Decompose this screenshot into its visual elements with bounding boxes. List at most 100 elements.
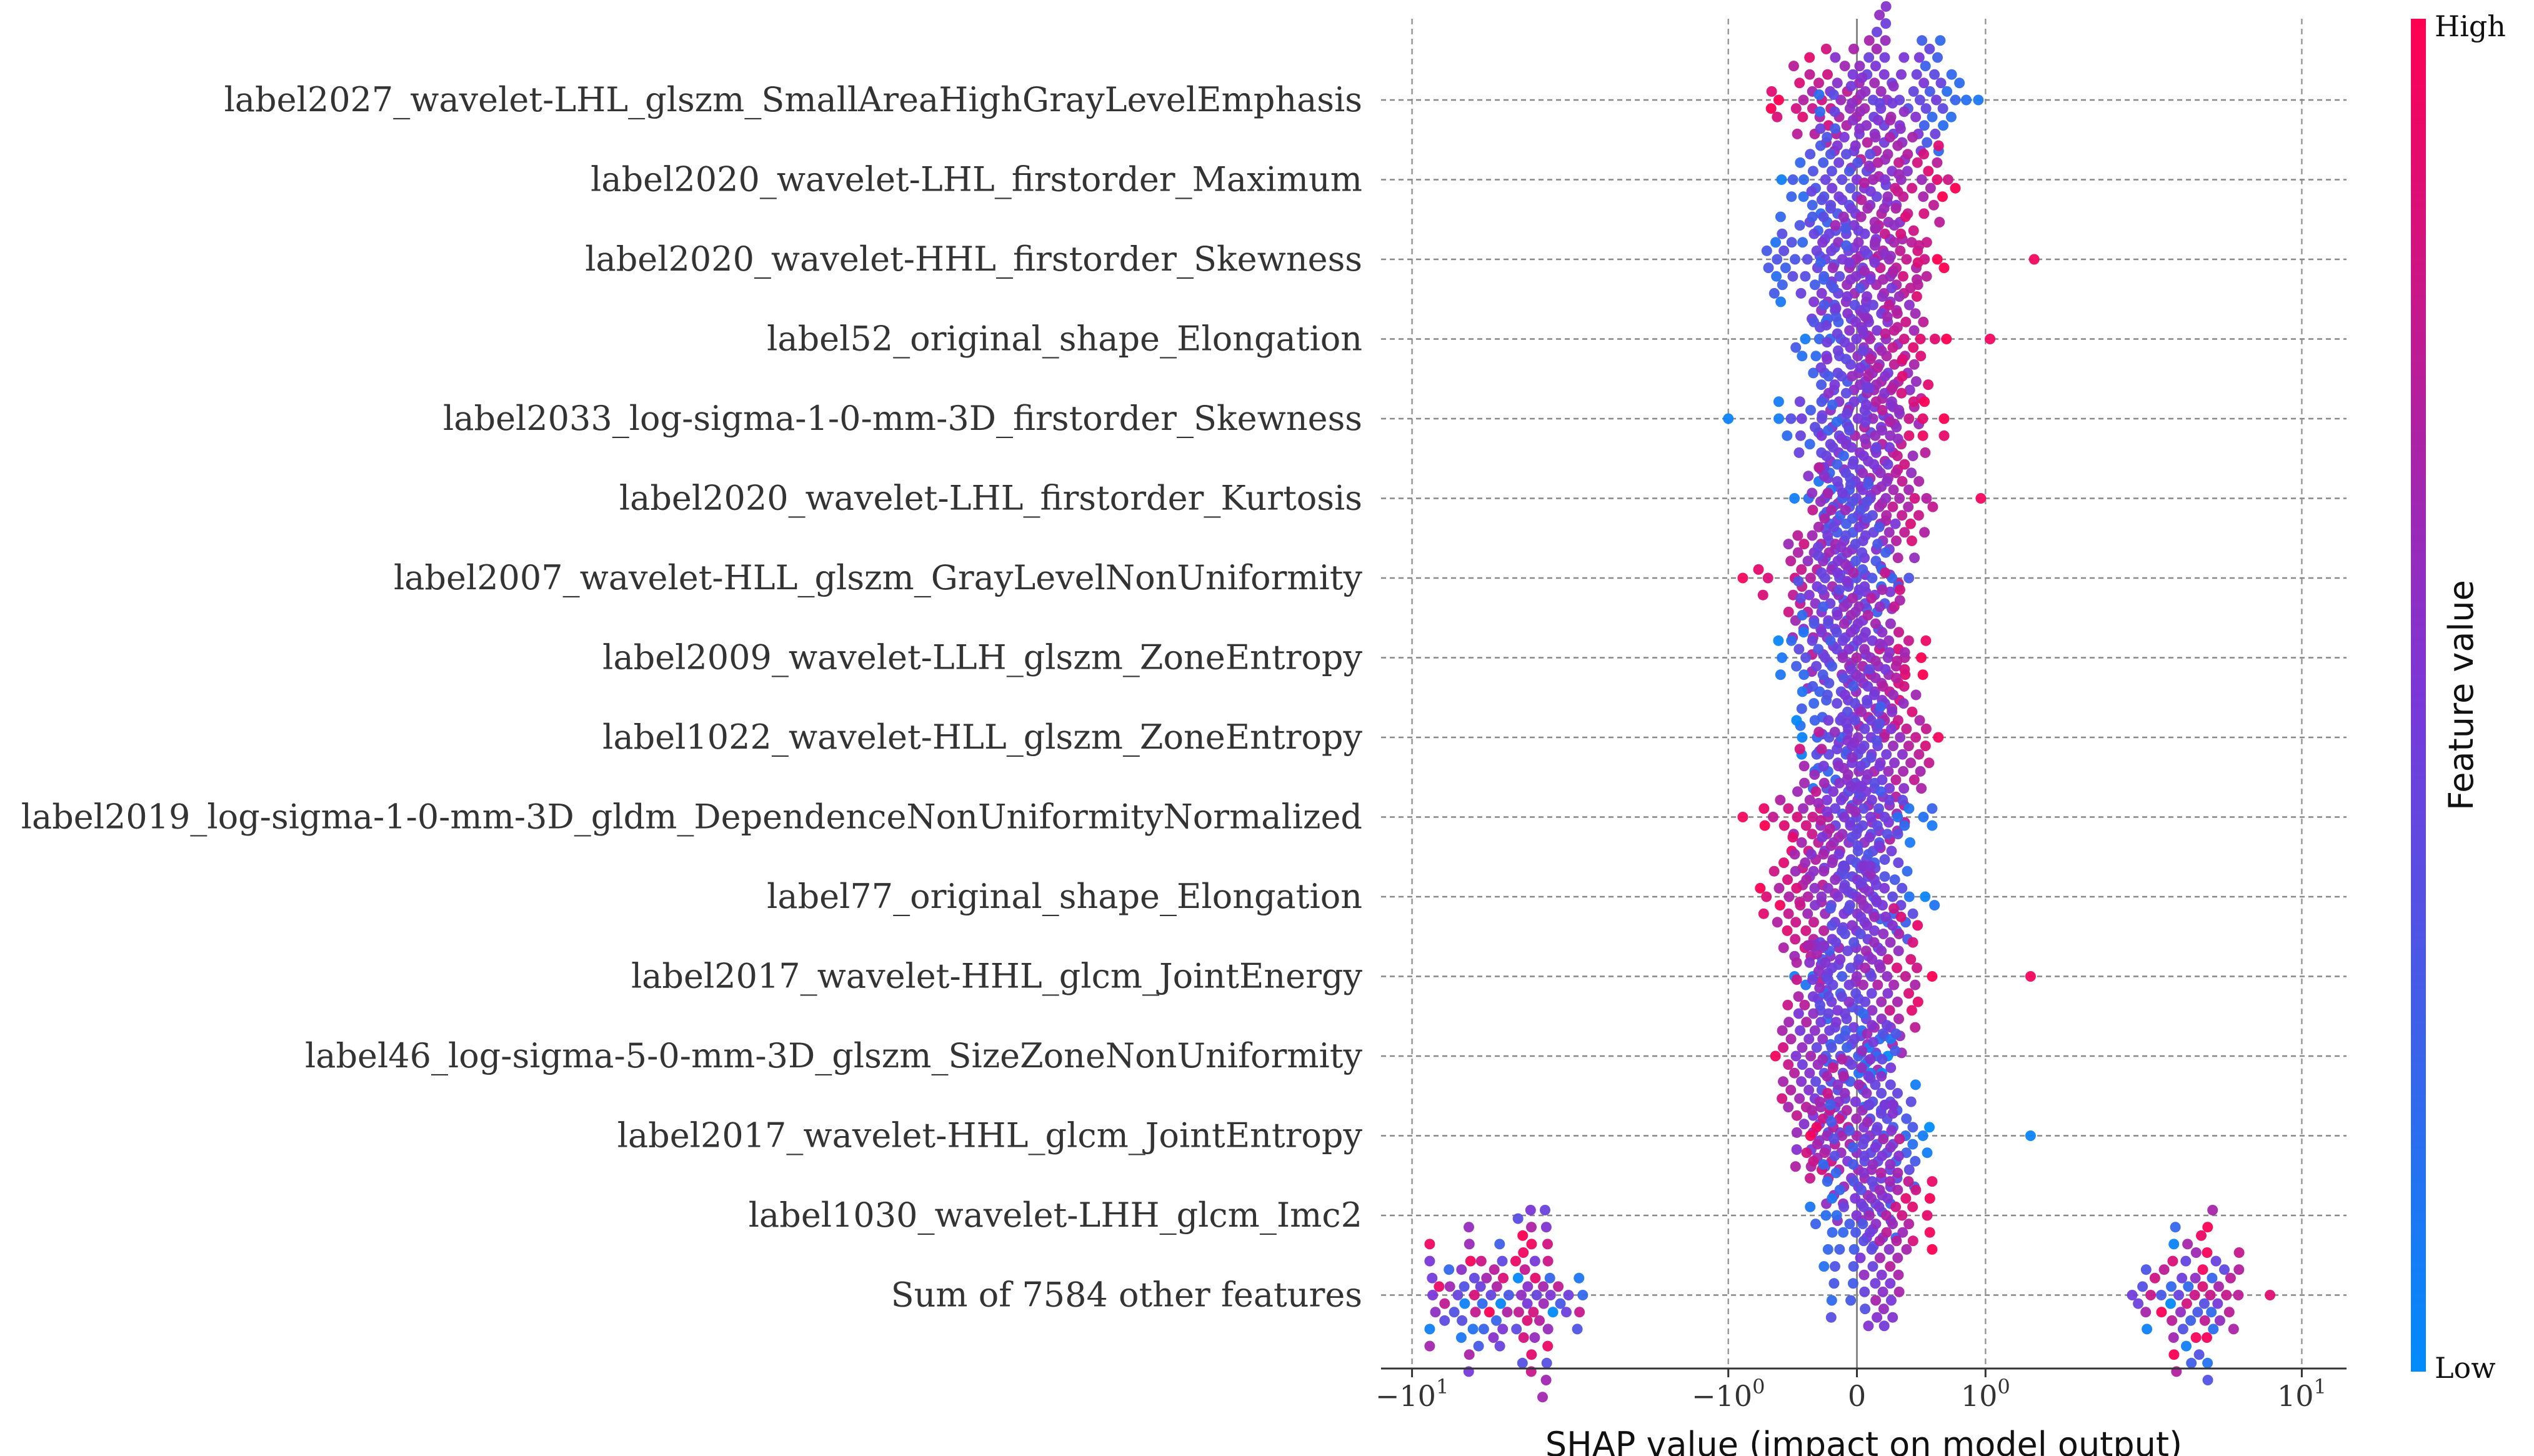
shap-point xyxy=(1822,337,1833,348)
shap-point xyxy=(1879,1099,1890,1110)
shap-point xyxy=(1882,191,1893,202)
shap-point xyxy=(1893,857,1904,869)
shap-point xyxy=(1847,1278,1858,1289)
shap-point xyxy=(1892,1088,1903,1099)
shap-point xyxy=(1812,1139,1823,1150)
shap-point xyxy=(1861,399,1872,411)
shap-point xyxy=(1783,1017,1795,1028)
shap-point xyxy=(1885,1079,1896,1090)
shap-point xyxy=(1863,371,1874,382)
shap-point xyxy=(1872,362,1883,373)
shap-point xyxy=(1793,991,1804,1002)
shap-point xyxy=(1823,1008,1834,1019)
shap-point xyxy=(1816,396,1827,407)
shap-point xyxy=(1879,228,1890,239)
shap-point xyxy=(1847,496,1858,507)
shap-point xyxy=(1892,996,1903,1007)
shap-point xyxy=(1903,572,1915,584)
shap-point xyxy=(2190,1247,2202,1258)
shap-point xyxy=(1898,681,1910,692)
shap-point xyxy=(1858,328,1869,339)
shap-point xyxy=(1737,572,1748,584)
shap-point xyxy=(1885,1261,1896,1272)
shap-point xyxy=(1777,1025,1788,1036)
shap-point xyxy=(2205,1290,2216,1300)
shap-point xyxy=(1899,647,1910,658)
feature-label: label2017_wavelet-HHL_glcm_JointEntropy xyxy=(617,1116,1363,1155)
shap-point xyxy=(1544,1272,1555,1284)
shap-point xyxy=(1859,266,1870,277)
shap-point xyxy=(1807,829,1818,840)
shap-point xyxy=(1850,1227,1862,1238)
shap-point xyxy=(1541,1357,1552,1369)
shap-point xyxy=(1818,471,1830,482)
shap-point xyxy=(2221,1290,2232,1300)
shap-point xyxy=(1850,140,1861,151)
shap-point xyxy=(1840,689,1850,701)
shap-point xyxy=(1488,1332,1499,1343)
shap-point xyxy=(1805,572,1816,584)
shap-point xyxy=(1865,869,1876,880)
shap-point xyxy=(1866,988,1877,999)
shap-point xyxy=(1786,191,1797,202)
shap-point xyxy=(1815,362,1827,373)
shap-point xyxy=(1838,869,1850,880)
shap-point xyxy=(1833,777,1845,789)
shap-point xyxy=(1863,160,1875,171)
shap-point xyxy=(1873,521,1885,532)
shap-point xyxy=(1822,1070,1833,1082)
shap-point xyxy=(1894,408,1905,419)
shap-point xyxy=(1892,308,1903,319)
shap-point xyxy=(1538,1281,1549,1292)
shap-point xyxy=(1883,527,1895,538)
shap-point xyxy=(1903,891,1915,902)
shap-point xyxy=(1765,103,1777,114)
shap-point xyxy=(1915,765,1926,777)
shap-point xyxy=(1857,1219,1868,1230)
shap-point xyxy=(1850,1193,1861,1204)
shap-point xyxy=(1540,1205,1550,1215)
shap-point xyxy=(1545,1290,1556,1300)
shap-point xyxy=(1808,618,1820,629)
shap-point xyxy=(1782,430,1793,441)
shap-point xyxy=(1787,271,1798,282)
shap-point xyxy=(1887,706,1898,717)
shap-point xyxy=(1553,1281,1564,1292)
shap-point xyxy=(1842,735,1853,746)
shap-point xyxy=(1827,399,1838,411)
shap-point xyxy=(1822,487,1833,499)
shap-point xyxy=(1846,442,1857,453)
shap-point xyxy=(1783,908,1794,919)
shap-point xyxy=(1862,698,1873,709)
shap-point xyxy=(1830,52,1841,63)
shap-point xyxy=(2198,1298,2210,1309)
shap-point xyxy=(1885,114,1896,126)
shap-point xyxy=(1865,1054,1876,1065)
shap-point xyxy=(1869,911,1880,922)
shap-point xyxy=(1856,744,1867,755)
shap-point xyxy=(1935,77,1947,89)
shap-point xyxy=(1838,211,1849,222)
shap-point xyxy=(1893,1286,1905,1297)
shap-point xyxy=(1862,769,1873,780)
shap-point xyxy=(1802,908,1813,919)
x-tick-label: 0 xyxy=(1848,1379,1866,1413)
shap-point xyxy=(1518,1332,1529,1343)
shap-point xyxy=(1833,832,1844,843)
shap-point xyxy=(1870,894,1882,905)
shap-point xyxy=(1878,1304,1889,1315)
shap-point xyxy=(1844,425,1855,436)
shap-point xyxy=(1773,635,1784,646)
shap-point xyxy=(1829,106,1840,117)
shap-point xyxy=(1813,797,1824,809)
shap-point xyxy=(1903,413,1915,424)
shap-point xyxy=(1899,459,1910,470)
shap-point xyxy=(1797,732,1808,743)
shap-point xyxy=(1806,849,1817,860)
shap-point xyxy=(1481,1272,1492,1284)
shap-point xyxy=(1815,496,1826,507)
shap-point xyxy=(2137,1281,2148,1292)
shap-point xyxy=(1815,123,1826,134)
shap-point xyxy=(1882,459,1893,470)
shap-point xyxy=(1870,556,1882,567)
